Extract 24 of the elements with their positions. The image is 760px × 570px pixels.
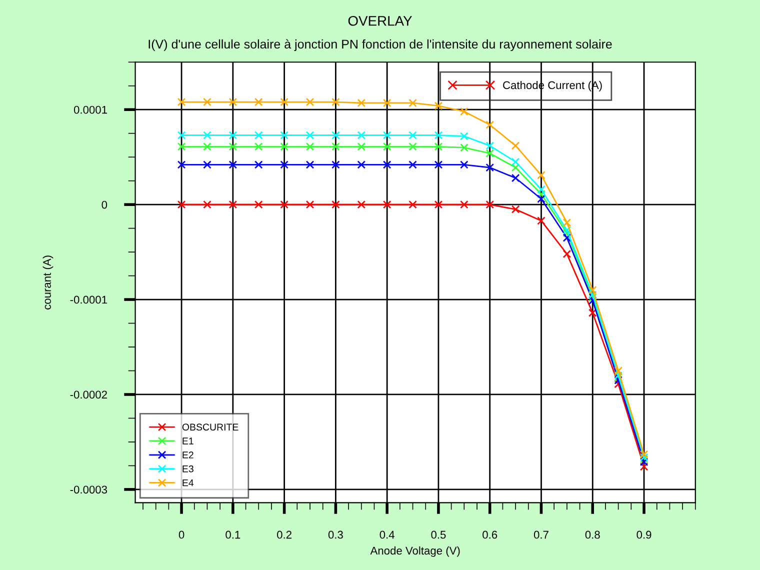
y-tick-label: -0.0003 [70, 486, 108, 494]
legend-label: E3 [182, 465, 194, 472]
y-tick-label: 0 [102, 200, 108, 209]
x-tick-label: 0.2 [277, 530, 292, 539]
x-tick-label: 0.1 [226, 530, 240, 539]
legend-label: E4 [182, 479, 194, 486]
legend-label: E2 [182, 452, 194, 458]
legend-label: E1 [182, 438, 194, 444]
y-axis-title: courant (A) [42, 256, 54, 310]
x-axis-title: Anode Voltage (V) [370, 546, 460, 557]
chart-title: OVERLAY [348, 16, 412, 26]
y-tick-label: 0.0001 [74, 106, 107, 114]
x-tick-label: 0.4 [380, 530, 394, 539]
x-tick-label: 0.9 [636, 530, 652, 539]
y-tick-label: -0.0002 [70, 390, 107, 399]
x-tick-label: 0.6 [482, 530, 498, 539]
y-tick-label: -0.0001 [70, 296, 107, 304]
x-tick-label: 0.8 [585, 530, 600, 539]
chart-subtitle: I(V) d'une cellule solaire à jonction PN fonction de l'intensite du rayonnement solaire [148, 39, 612, 52]
x-tick-label: 0.5 [431, 530, 446, 539]
x-tick-label: 0 [178, 530, 184, 539]
x-tick-label: 0.7 [534, 530, 548, 539]
legend-label: OBSCURITE [182, 424, 238, 431]
x-tick-label: 0.3 [328, 530, 343, 539]
